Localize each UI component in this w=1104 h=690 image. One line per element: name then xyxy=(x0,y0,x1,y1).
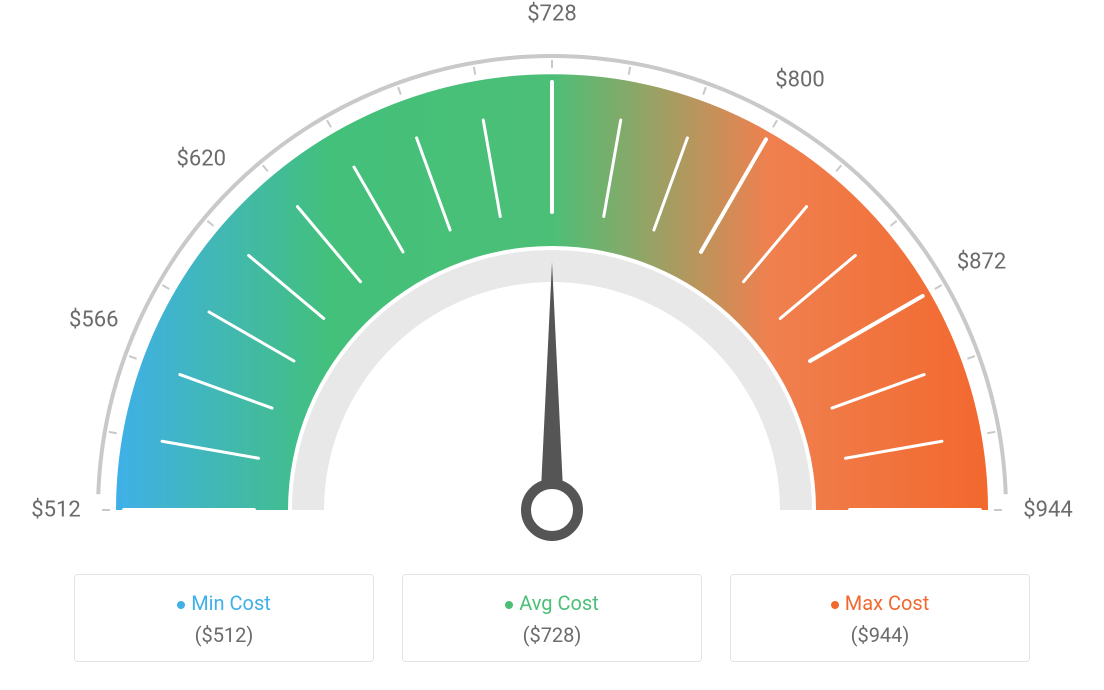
cost-gauge: $512 $566 $620 $728 $800 $872 $944 xyxy=(0,0,1104,560)
legend-bullet-min xyxy=(177,601,185,609)
legend-title-max-text: Max Cost xyxy=(845,591,930,615)
legend-title-min-text: Min Cost xyxy=(191,591,271,615)
gauge-tick-label: $800 xyxy=(775,68,824,93)
gauge-tick-label: $566 xyxy=(69,308,118,333)
legend-value-max: ($944) xyxy=(731,623,1029,647)
legend-title-min: Min Cost xyxy=(75,591,373,615)
legend-card-max: Max Cost ($944) xyxy=(730,574,1030,662)
gauge-tick-label: $512 xyxy=(31,498,80,523)
gauge-tick-label: $872 xyxy=(957,250,1006,275)
gauge-svg xyxy=(0,0,1104,560)
legend-title-avg: Avg Cost xyxy=(403,591,701,615)
gauge-tick-label: $944 xyxy=(1023,498,1072,523)
legend-card-avg: Avg Cost ($728) xyxy=(402,574,702,662)
gauge-tick-label: $728 xyxy=(527,2,576,27)
legend-value-min: ($512) xyxy=(75,623,373,647)
legend-title-max: Max Cost xyxy=(731,591,1029,615)
legend-title-avg-text: Avg Cost xyxy=(519,591,599,615)
legend-card-min: Min Cost ($512) xyxy=(74,574,374,662)
legend-value-avg: ($728) xyxy=(403,623,701,647)
legend-bullet-avg xyxy=(505,601,513,609)
gauge-tick-label: $620 xyxy=(177,147,226,172)
legend-bullet-max xyxy=(831,601,839,609)
legend-row: Min Cost ($512) Avg Cost ($728) Max Cost… xyxy=(0,574,1104,662)
